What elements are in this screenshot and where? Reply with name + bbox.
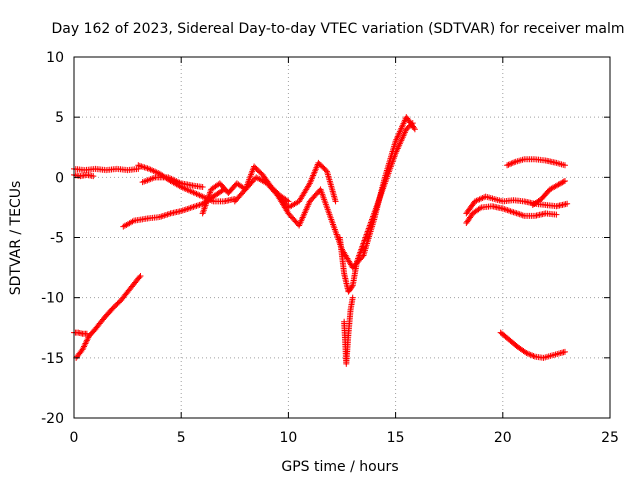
data-point	[136, 274, 143, 281]
x-tick-label: 0	[70, 430, 79, 446]
data-point	[511, 159, 518, 166]
data-point	[80, 344, 87, 351]
data-point	[560, 178, 567, 185]
x-tick-label: 20	[494, 430, 512, 446]
y-tick-label: -15	[41, 351, 64, 367]
data-point	[561, 162, 568, 169]
y-tick-label: 5	[55, 110, 64, 126]
data-point	[556, 180, 563, 187]
data-point	[506, 161, 513, 168]
y-tick-label: 0	[55, 170, 64, 186]
data-point	[529, 352, 536, 359]
x-tick-label: 25	[601, 430, 619, 446]
data-point	[408, 121, 415, 128]
data-point	[526, 351, 533, 358]
data-point	[81, 341, 88, 348]
y-tick-label: 10	[46, 50, 64, 66]
x-axis-label: GPS time / hours	[281, 459, 398, 475]
data-point	[527, 351, 534, 358]
data-point	[476, 205, 483, 212]
data-points	[71, 114, 571, 367]
data-point	[332, 198, 339, 205]
y-tick-label: -20	[41, 411, 64, 427]
x-tick-label: 15	[387, 430, 405, 446]
data-point	[561, 348, 568, 355]
data-point	[349, 294, 356, 301]
data-point	[558, 180, 565, 187]
data-point	[411, 126, 418, 133]
data-point	[83, 330, 90, 337]
data-point	[508, 160, 515, 167]
y-tick-label: -5	[50, 231, 64, 247]
axis-ticks: 0 5 10 15 20 25 -20 -15 -10 -5 0 5 10	[41, 50, 619, 446]
y-axis-label: SDTVAR / TECUs	[8, 181, 24, 296]
data-point	[561, 177, 568, 184]
data-point	[285, 198, 292, 205]
y-tick-label: -10	[41, 291, 64, 307]
data-point	[83, 339, 90, 346]
data-point	[505, 161, 512, 168]
data-point	[504, 162, 511, 169]
data-point	[530, 353, 537, 360]
data-point	[348, 283, 355, 290]
data-point	[409, 120, 416, 127]
data-point	[559, 179, 566, 186]
x-tick-label: 5	[177, 430, 186, 446]
data-point	[524, 350, 531, 357]
data-point	[81, 343, 88, 350]
data-point	[523, 350, 530, 357]
data-point	[509, 159, 516, 166]
data-point	[553, 211, 560, 218]
chart-title: Day 162 of 2023, Sidereal Day-to-day VTE…	[52, 21, 625, 37]
x-tick-label: 10	[279, 430, 297, 446]
data-point	[564, 200, 571, 207]
data-point	[90, 173, 97, 180]
data-point	[84, 336, 91, 343]
data-point	[199, 183, 206, 190]
data-point	[137, 273, 144, 280]
data-point	[410, 124, 417, 131]
data-point	[555, 181, 562, 188]
data-point	[82, 340, 89, 347]
data-point	[79, 346, 86, 353]
data-point	[83, 337, 90, 344]
